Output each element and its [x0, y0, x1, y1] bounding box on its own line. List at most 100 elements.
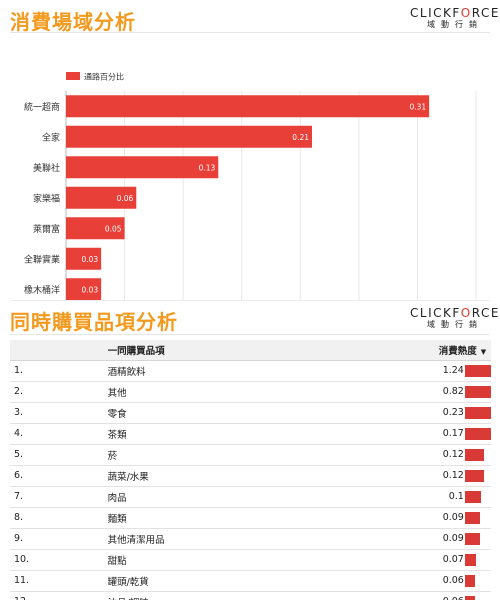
- row-bar-cell: [464, 549, 491, 571]
- table-row[interactable]: 9. 其他清潔用品 0.09: [10, 528, 491, 550]
- row-bar-cell: [464, 507, 491, 529]
- chart-legend: 通路百分比: [66, 72, 124, 82]
- row-item: 甜點: [107, 549, 439, 571]
- bar-6: [66, 247, 102, 270]
- row-item: 其他清潔用品: [107, 528, 439, 550]
- header-heat-sort[interactable]: 消費熱度 ▼: [438, 340, 491, 361]
- row-value: 1.24: [438, 360, 465, 382]
- row-item: 蔬菜/水果: [107, 465, 439, 487]
- heat-bar: [464, 406, 491, 419]
- row-bar-cell: [464, 528, 491, 550]
- row-bar-cell: [464, 360, 491, 382]
- bottom-logo-wordmark: CLICKFORCE: [410, 306, 500, 320]
- row-item: 肉品: [107, 486, 439, 508]
- row-item: 菸: [107, 444, 439, 466]
- heat-bar: [464, 427, 491, 440]
- legend-swatch: [66, 72, 80, 80]
- bar-2: [66, 125, 312, 148]
- row-value: 0.1: [438, 486, 465, 508]
- row-value: 0.09: [438, 507, 465, 529]
- table-row[interactable]: 12.油品/調味0.06: [10, 591, 491, 600]
- row-item: 零食: [107, 402, 439, 424]
- heat-bar: [464, 574, 475, 587]
- row-rank: 4.: [10, 423, 108, 445]
- bottom-clickforce-logo: CLICKFORCE 域動行銷: [410, 306, 500, 330]
- bar-value-label: 0.03: [81, 255, 98, 264]
- table-row[interactable]: 7. 肉品 0.1: [10, 486, 491, 508]
- row-rank: 6.: [10, 465, 108, 487]
- panel-separator: [10, 300, 490, 301]
- table-row[interactable]: 1. 酒精飲料 1.24: [10, 360, 491, 382]
- table-row[interactable]: 6. 蔬菜/水果 0.12: [10, 465, 491, 487]
- heat-bar: [464, 490, 482, 503]
- top-logo-subtitle: 域動行銷: [427, 20, 483, 29]
- row-rank: 5.: [10, 444, 108, 466]
- row-item: 罐頭/乾貨: [107, 570, 439, 592]
- row-rank: 11.: [10, 570, 108, 592]
- row-rank: 12.: [10, 591, 108, 600]
- heat-bar: [464, 448, 485, 461]
- row-bar-cell: [464, 591, 491, 600]
- bar-value-label: 0.21: [292, 133, 309, 142]
- co-purchase-table: 一同購買品項 消費熱度 ▼ 1. 酒精飲料 1.24 2. 其他 0.82 3. 零食 0.23 4…: [10, 340, 491, 600]
- row-rank: 10.: [10, 549, 108, 571]
- row-item: 茶類: [107, 423, 439, 445]
- bar-7: [66, 278, 102, 300]
- heat-bar: [464, 532, 480, 545]
- row-value: 0.17: [438, 423, 465, 445]
- table-row[interactable]: 4. 茶類 0.17: [10, 423, 491, 445]
- category-label: 橡木桶洋: [24, 284, 60, 296]
- bottom-logo-subtitle: 域動行銷: [427, 320, 483, 329]
- row-value: 0.07: [438, 549, 465, 571]
- table-row[interactable]: 5. 菸 0.12: [10, 444, 491, 466]
- row-value: 0.23: [438, 402, 465, 424]
- chart-bars: 統一超商 0.31 全家 0.21 美聯社 0.13 家樂福 0.06 萊爾富 0.05 全聯實業 0…: [24, 95, 430, 300]
- bottom-panel-title: 同時購買品項分析: [10, 310, 178, 334]
- category-label: 美聯社: [33, 162, 60, 174]
- bar-value-label: 0.05: [105, 224, 122, 233]
- category-label: 家樂福: [33, 192, 60, 204]
- table-row[interactable]: 8. 麵類 0.09: [10, 507, 491, 529]
- heat-bar: [464, 595, 475, 600]
- row-item: 酒精飲料: [107, 360, 439, 382]
- row-bar-cell: [464, 486, 491, 508]
- row-value: 0.06: [438, 570, 465, 592]
- bar-1: [66, 95, 430, 118]
- row-rank: 8.: [10, 507, 108, 529]
- category-label: 統一超商: [24, 101, 60, 113]
- row-rank: 1.: [10, 360, 108, 382]
- top-title-divider: [10, 32, 490, 33]
- row-value: 0.12: [438, 465, 465, 487]
- row-bar-cell: [464, 465, 491, 487]
- table-row[interactable]: 2. 其他 0.82: [10, 381, 491, 403]
- row-item: 麵類: [107, 507, 439, 529]
- table-row[interactable]: 3. 零食 0.23: [10, 402, 491, 424]
- table-row[interactable]: 10. 甜點 0.07: [10, 549, 491, 571]
- category-label: 全聯實業: [24, 253, 60, 265]
- category-label: 全家: [42, 131, 60, 143]
- heat-bar: [464, 364, 491, 377]
- row-item: 其他: [107, 381, 439, 403]
- table-header-row: 一同購買品項 消費熱度 ▼: [10, 340, 491, 361]
- header-item: 一同購買品項: [107, 340, 439, 361]
- heat-bar: [464, 469, 485, 482]
- channel-bar-chart: 通路百分比 統一超商 0.31 全家 0.21 美聯社 0.13 家樂福 0.06 萊爾富 0.0…: [24, 72, 477, 300]
- row-value: 0.12: [438, 444, 465, 466]
- category-label: 萊爾富: [33, 223, 60, 235]
- legend-label: 通路百分比: [84, 72, 124, 82]
- table-row[interactable]: 11. 罐頭/乾貨 0.06: [10, 570, 491, 592]
- bar-value-label: 0.13: [199, 163, 216, 172]
- row-item: 油品/調味: [107, 591, 439, 600]
- top-panel-title: 消費場域分析: [10, 10, 136, 34]
- row-rank: 3.: [10, 402, 108, 424]
- row-value: 0.82: [438, 381, 465, 403]
- bar-value-label: 0.31: [409, 102, 426, 111]
- row-value: 0.09: [438, 528, 465, 550]
- row-bar-cell: [464, 444, 491, 466]
- row-bar-cell: [464, 570, 491, 592]
- bar-3: [66, 156, 219, 179]
- bottom-title-divider: [10, 334, 490, 335]
- sort-desc-icon[interactable]: ▼: [480, 347, 487, 356]
- row-rank: 2.: [10, 381, 108, 403]
- row-value: 0.06: [438, 591, 465, 600]
